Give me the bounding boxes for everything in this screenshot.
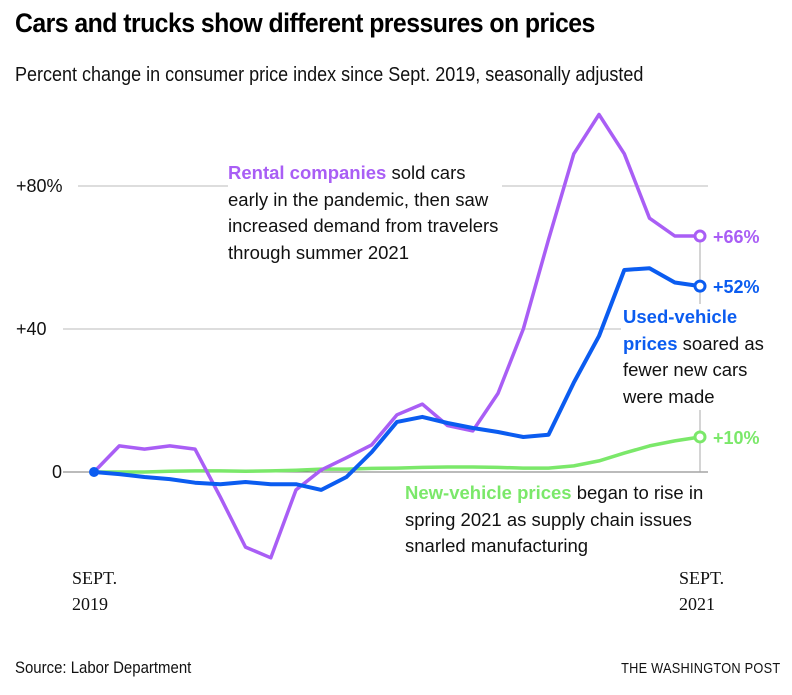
annotation-new: New-vehicle prices began to rise in spri…	[405, 480, 704, 560]
publisher-credit: THE WASHINGTON POST	[620, 660, 780, 677]
annotation-used-bold: prices	[623, 332, 678, 354]
annotation-text: were made	[623, 385, 715, 407]
end-value-label: +52%	[713, 277, 760, 297]
x-tick-label: SEPT.	[679, 568, 724, 588]
annotation-text: early in the pandemic, then saw	[228, 188, 489, 210]
source-note: Source: Labor Department	[15, 658, 192, 677]
end-value-label: +10%	[713, 428, 760, 448]
series-line-rental-companies	[92, 112, 702, 560]
end-value-label: +66%	[713, 227, 760, 247]
end-marker	[693, 279, 707, 293]
annotation-text: snarled manufacturing	[405, 535, 589, 556]
annotation-new-bold: New-vehicle prices	[405, 482, 572, 503]
x-tick-label: 2021	[679, 594, 715, 614]
end-marker	[693, 430, 707, 444]
y-tick-label: 0	[52, 462, 62, 482]
annotation-rental-bold: Rental companies	[228, 162, 387, 183]
chart-subtitle: Percent change in consumer price index s…	[15, 64, 644, 86]
x-tick-label: 2019	[72, 594, 108, 614]
annotation-text: increased demand from travelers	[228, 215, 499, 236]
annotation-text: spring 2021 as supply chain issues	[405, 508, 692, 530]
x-tick-label: SEPT.	[72, 568, 117, 588]
annotation-text: fewer new cars	[623, 359, 748, 380]
annotation-text: began to rise in	[571, 482, 704, 503]
y-tick-label: +80%	[16, 176, 63, 196]
annotation-rental: Rental companies sold cars early in the …	[228, 160, 503, 266]
series-line-used-vehicle-prices	[92, 266, 702, 492]
y-tick-label: +40	[16, 319, 47, 339]
series-line-new-vehicle-prices	[92, 435, 702, 474]
annotation-used: Used-vehicle prices soared as fewer new …	[621, 304, 766, 410]
annotation-text: sold cars	[386, 162, 466, 183]
end-marker	[693, 229, 707, 243]
annotation-text: soared as	[677, 332, 764, 354]
start-marker	[89, 467, 99, 477]
annotation-text: through summer 2021	[228, 241, 409, 263]
annotation-used-bold: Used-vehicle	[623, 306, 738, 327]
chart-title: Cars and trucks show different pressures…	[15, 8, 595, 38]
